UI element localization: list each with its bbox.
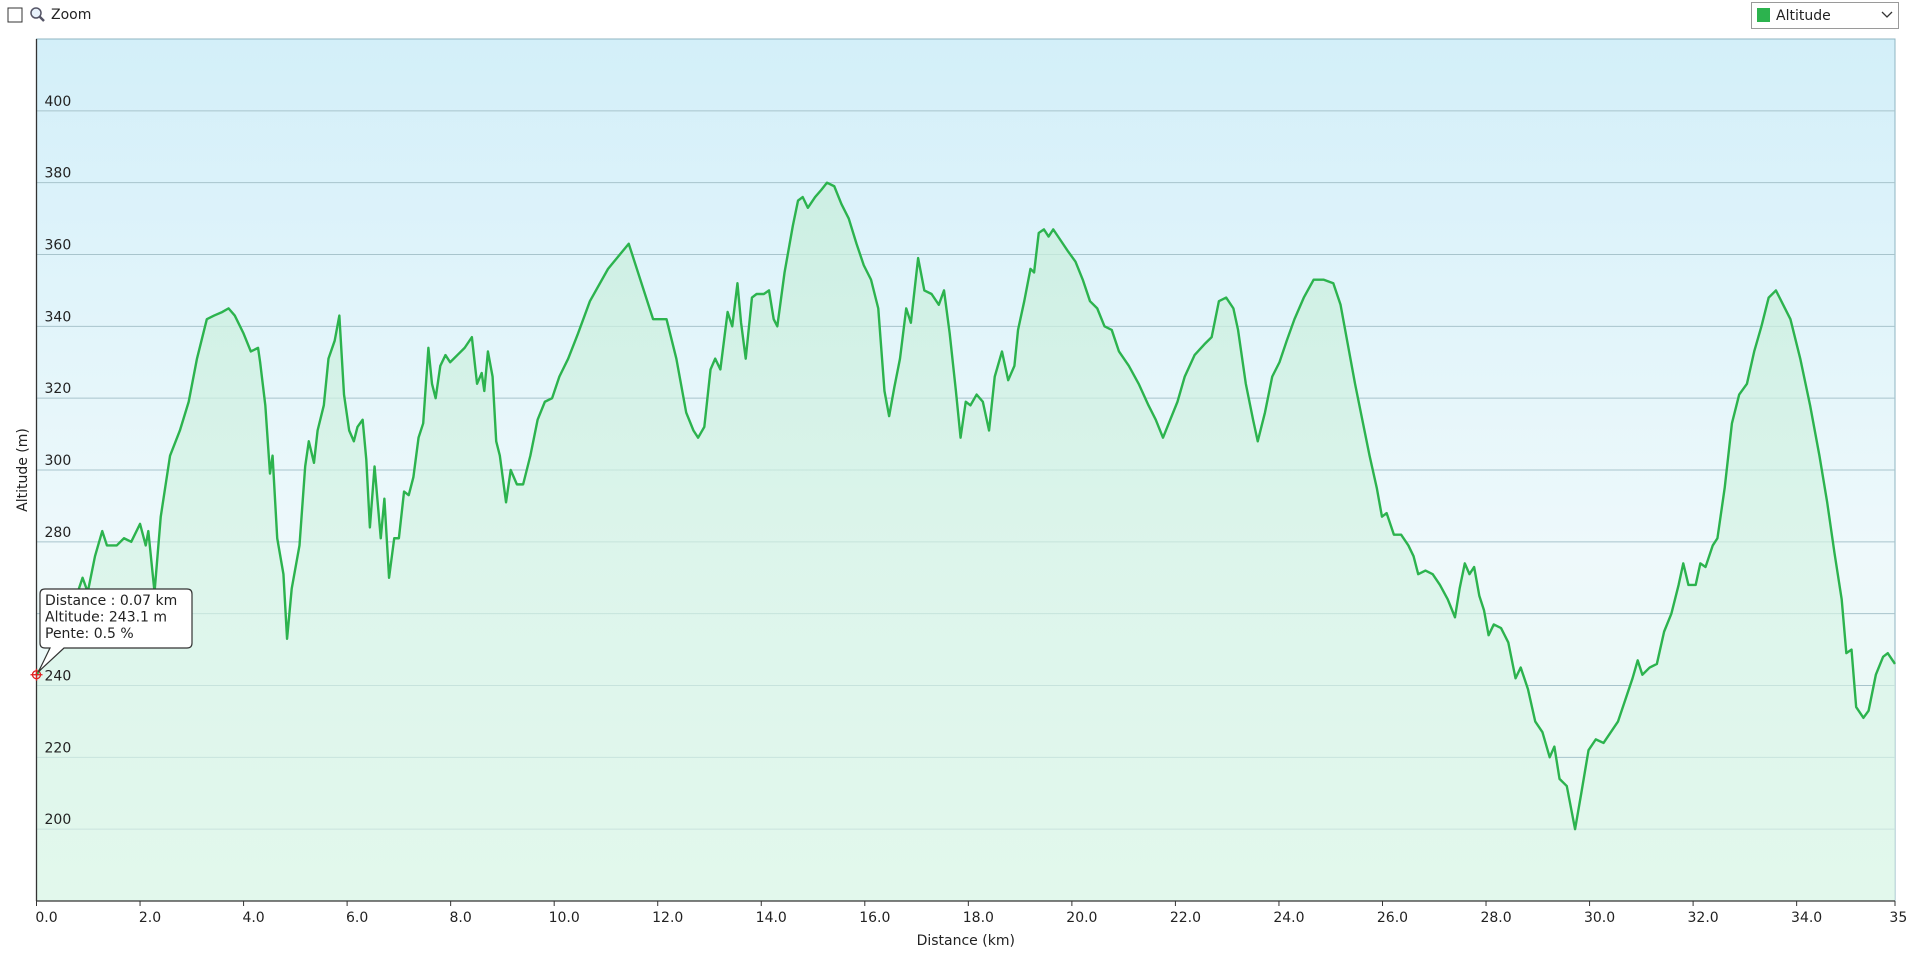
x-tick-label: 18.0 <box>963 910 994 926</box>
zoom-label[interactable]: Zoom <box>51 7 91 23</box>
x-tick-label: 6.0 <box>346 910 368 926</box>
line <box>35 181 1896 831</box>
x-tick-label: 24.0 <box>1273 910 1304 926</box>
y-tick-label: 380 <box>45 166 72 182</box>
plot-area <box>35 38 1896 902</box>
y-tick-label: 240 <box>45 669 72 685</box>
y-tick-label: 280 <box>45 525 72 541</box>
x-tick-label: 0.0 <box>35 910 57 926</box>
x-tick-label: 8.0 <box>450 910 472 926</box>
x-tick-label: 4.0 <box>242 910 264 926</box>
x-tick-label: 30.0 <box>1584 910 1615 926</box>
x-tick-label: 34.0 <box>1791 910 1822 926</box>
x-tick-label: 14.0 <box>756 910 787 926</box>
area <box>36 182 1895 902</box>
x-tick-label: 35.9 <box>1889 910 1907 926</box>
x-tick-label: 26.0 <box>1377 910 1408 926</box>
y-tick-label: 400 <box>45 94 72 110</box>
x-tick-label: 32.0 <box>1688 910 1719 926</box>
x-tick-label: 20.0 <box>1066 910 1097 926</box>
zoom-icon <box>30 7 45 22</box>
x-tick-label: 28.0 <box>1480 910 1511 926</box>
y-tick-label: 320 <box>45 381 72 397</box>
x-tick-label: 2.0 <box>139 910 161 926</box>
x-tick-label: 16.0 <box>859 910 890 926</box>
y-tick-label: 300 <box>45 453 72 469</box>
y-tick-label: 200 <box>45 812 72 828</box>
x-tick-label: 10.0 <box>549 910 580 926</box>
y-tick-label: 360 <box>45 238 72 254</box>
zoom-checkbox[interactable] <box>7 7 23 23</box>
y-tick-label: 340 <box>45 309 72 325</box>
selector-label: Altitude <box>1776 8 1831 24</box>
y-tick-label: 220 <box>45 740 72 756</box>
series-selector[interactable]: Altitude <box>1751 2 1899 29</box>
tooltip-box <box>37 588 193 673</box>
tooltip-text: Altitude: 243.1 m <box>45 610 167 626</box>
x-axis-title: Distance (km) <box>917 933 1015 949</box>
y-axis-title: Altitude (m) <box>15 428 31 512</box>
selector-swatch <box>1757 8 1770 22</box>
x-tick-label: 22.0 <box>1170 910 1201 926</box>
x-tick-label: 12.0 <box>652 910 683 926</box>
tooltip-text: Pente: 0.5 % <box>45 626 134 642</box>
tooltip-text: Distance : 0.07 km <box>45 593 177 609</box>
